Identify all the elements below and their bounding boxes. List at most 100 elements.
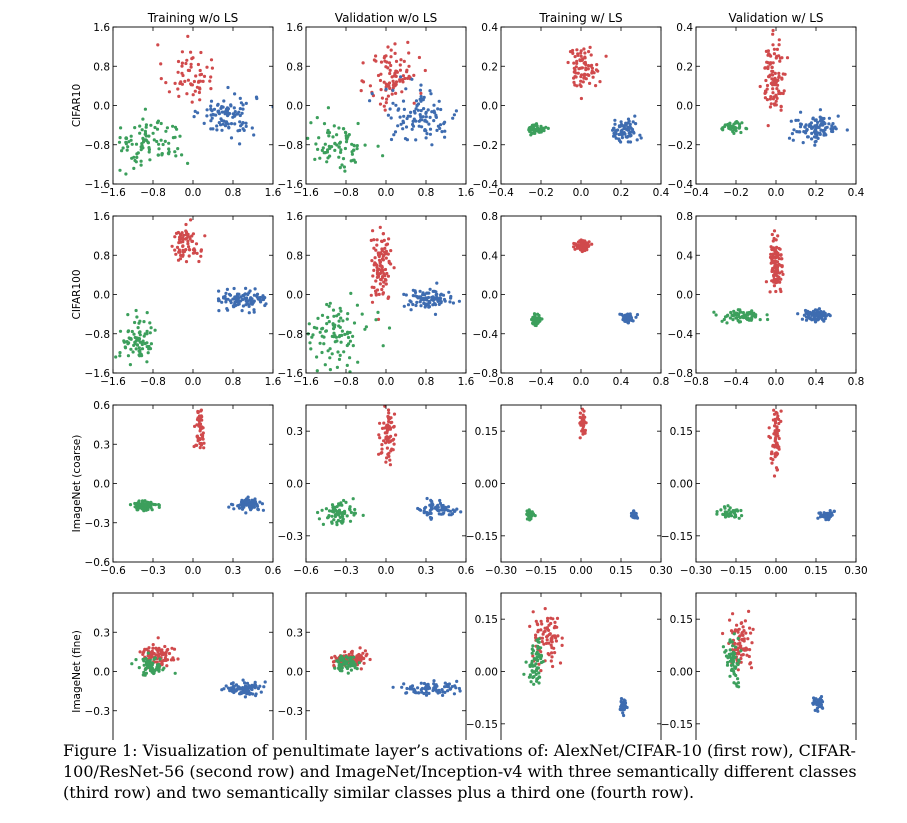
scatter-point-green — [350, 150, 354, 154]
scatter-point-green — [731, 659, 736, 663]
scatter-point-green — [123, 346, 128, 350]
scatter-point-blue — [241, 107, 245, 111]
scatter-point-blue — [239, 691, 243, 695]
scatter-point-red — [579, 420, 584, 424]
scatter-point-red — [573, 247, 577, 251]
scatter-point-blue — [236, 299, 240, 303]
panel-r1-c3: −0.4 −0.2 0.0 0.2 0.4−0.4−0.20.00.20.4 — [473, 22, 670, 199]
scatter-point-red — [407, 51, 411, 55]
scatter-point-red — [380, 239, 384, 243]
scatter-point-green — [355, 667, 359, 671]
scatter-point-green — [349, 291, 353, 295]
scatter-point-red — [766, 65, 770, 69]
scatter-point-blue — [220, 300, 224, 304]
x-tick-label: 0.2 — [613, 187, 630, 199]
scatter-point-red — [179, 253, 183, 257]
scatter-point-red — [580, 407, 585, 411]
scatter-point-blue — [619, 129, 623, 133]
scatter-point-green — [342, 127, 346, 131]
scatter-point-blue — [620, 312, 624, 317]
scatter-point-green — [145, 329, 149, 333]
scatter-point-green — [351, 158, 355, 162]
scatter-point-blue — [232, 286, 236, 291]
scatter-point-red — [371, 274, 375, 278]
scatter-point-blue — [413, 294, 418, 298]
scatter-point-red — [382, 104, 386, 108]
scatter-point-green — [180, 153, 184, 157]
scatter-point-red — [576, 71, 580, 75]
scatter-point-red — [773, 71, 777, 75]
scatter-point-red — [384, 256, 388, 260]
y-tick-label: −0.15 — [466, 531, 498, 543]
scatter-point-green — [138, 340, 142, 344]
scatter-point-green — [134, 503, 139, 507]
scatter-point-red — [181, 73, 185, 78]
scatter-point-red — [776, 414, 780, 418]
scatter-point-red — [751, 627, 755, 632]
panel-frame — [695, 592, 857, 740]
scatter-point-blue — [816, 120, 820, 124]
scatter-point-red — [777, 436, 781, 441]
scatter-point-green — [161, 668, 165, 672]
scatter-point-blue — [799, 110, 803, 114]
scatter-point-green — [529, 133, 533, 137]
scatter-point-blue — [202, 121, 206, 125]
scatter-point-red — [582, 76, 586, 80]
scatter-point-blue — [418, 295, 422, 299]
scatter-point-red — [389, 395, 392, 398]
scatter-point-red — [163, 656, 167, 660]
scatter-point-red — [384, 65, 388, 69]
scatter-point-red — [178, 81, 182, 86]
scatter-point-red — [384, 282, 388, 286]
scatter-point-green — [110, 147, 113, 150]
y-tick-label: 0.15 — [670, 426, 693, 438]
scatter-point-red — [151, 646, 155, 650]
scatter-point-red — [377, 267, 381, 271]
scatter-point-red — [763, 66, 767, 70]
scatter-point-red — [391, 79, 395, 83]
scatter-point-blue — [239, 295, 243, 299]
scatter-point-blue — [252, 293, 256, 297]
scatter-point-red — [357, 657, 361, 661]
scatter-point-green — [726, 504, 730, 508]
scatter-point-red — [387, 411, 391, 415]
scatter-point-green — [535, 677, 539, 681]
scatter-point-red — [750, 641, 754, 645]
scatter-point-blue — [422, 301, 426, 305]
scatter-point-red — [181, 244, 185, 248]
scatter-point-green — [148, 331, 152, 335]
scatter-point-blue — [836, 114, 840, 118]
scatter-point-red — [380, 426, 385, 430]
scatter-point-blue — [623, 701, 627, 705]
scatter-point-red — [776, 234, 780, 238]
scatter-point-blue — [822, 133, 826, 137]
scatter-point-blue — [193, 109, 197, 113]
scatter-point-green — [157, 142, 161, 146]
scatter-point-red — [176, 59, 181, 64]
scatter-point-blue — [416, 686, 420, 690]
scatter-point-red — [764, 280, 769, 284]
scatter-point-red — [556, 634, 560, 638]
scatter-point-green — [160, 152, 164, 156]
x-tick-label: 0.0 — [185, 565, 202, 577]
scatter-point-blue — [431, 688, 435, 693]
scatter-point-blue — [244, 124, 248, 128]
scatter-point-red — [170, 244, 174, 248]
column-title-1: Training w/o LS — [147, 11, 238, 25]
scatter-point-red — [383, 267, 388, 272]
scatter-point-green — [146, 651, 150, 655]
scatter-point-green — [738, 320, 743, 324]
scatter-point-red — [198, 417, 202, 421]
x-tick-label: 0.4 — [848, 187, 865, 199]
scatter-point-blue — [425, 291, 429, 295]
scatter-point-blue — [414, 99, 419, 103]
scatter-point-red — [778, 263, 783, 267]
scatter-point-red — [383, 108, 387, 112]
scatter-point-green — [338, 141, 342, 145]
scatter-point-red — [584, 62, 588, 67]
scatter-point-red — [198, 429, 202, 433]
scatter-point-red — [389, 434, 393, 438]
scatter-point-blue — [220, 105, 224, 109]
x-tick-label: −0.8 — [488, 376, 514, 388]
scatter-point-red — [770, 81, 774, 85]
